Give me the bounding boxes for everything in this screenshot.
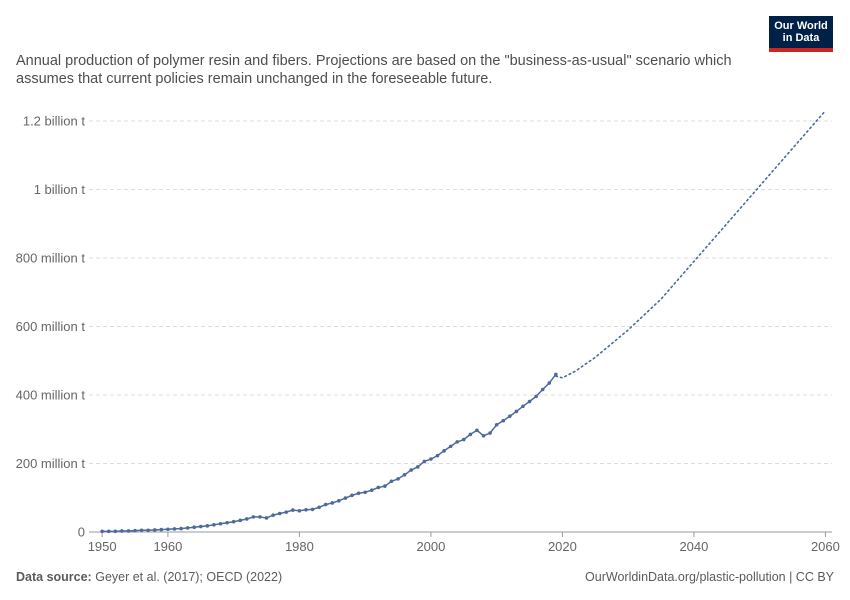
- data-point: [402, 473, 407, 477]
- data-point: [120, 529, 124, 533]
- data-source-text[interactable]: Geyer et al. (2017); OECD (2022): [95, 570, 283, 584]
- data-point: [389, 479, 394, 484]
- data-point: [501, 418, 506, 423]
- data-point: [245, 517, 249, 521]
- data-point: [198, 524, 203, 529]
- our-world-in-data-logo[interactable]: Our World in Data: [769, 16, 833, 52]
- chart-subtitle: Annual production of polymer resin and f…: [16, 53, 732, 87]
- data-point: [271, 513, 275, 518]
- data-point: [383, 484, 387, 488]
- data-point: [106, 529, 111, 534]
- data-point: [317, 505, 321, 510]
- data-point: [179, 526, 183, 531]
- data-point: [146, 528, 150, 533]
- data-point: [540, 387, 545, 392]
- data-point: [356, 491, 361, 496]
- x-tick-label: 2060: [811, 539, 840, 554]
- data-point: [212, 523, 216, 527]
- data-point: [534, 394, 538, 399]
- data-point: [337, 499, 341, 503]
- data-point: [363, 490, 367, 495]
- data-point: [508, 414, 512, 419]
- data-point: [264, 516, 269, 520]
- data-point: [205, 524, 210, 528]
- data-point: [396, 477, 400, 481]
- data-point: [225, 520, 229, 525]
- y-tick-label: 400 million t: [16, 388, 86, 403]
- x-tick-label: 2020: [548, 539, 577, 554]
- data-point: [521, 404, 525, 409]
- source-url[interactable]: OurWorldinData.org/plastic-pollution | C…: [585, 570, 834, 584]
- data-point: [284, 510, 289, 514]
- data-point: [429, 457, 433, 461]
- x-tick-label: 2000: [416, 539, 445, 554]
- x-tick-label: 2040: [679, 539, 708, 554]
- data-point: [343, 496, 348, 500]
- x-axis: 1950 1960 1980 2000 2020 2040 2060: [88, 531, 840, 554]
- data-point: [172, 527, 177, 531]
- data-source: Data source: Geyer et al. (2017); OECD (…: [16, 570, 282, 584]
- data-point: [323, 502, 328, 507]
- data-point: [100, 529, 104, 534]
- data-point: [461, 437, 466, 442]
- data-point: [304, 507, 308, 512]
- data-point: [238, 518, 243, 523]
- data-point: [475, 428, 479, 433]
- y-tick-label: 200 million t: [16, 456, 86, 471]
- data-point: [291, 508, 295, 512]
- y-tick-label: 800 million t: [16, 251, 86, 266]
- data-point: [258, 515, 262, 519]
- data-point: [297, 508, 302, 513]
- data-point: [133, 528, 137, 533]
- data-point: [185, 526, 190, 530]
- data-point: [514, 409, 519, 414]
- production-line: [102, 373, 557, 533]
- data-point: [455, 440, 460, 444]
- data-point: [159, 527, 164, 532]
- data-point: [442, 449, 446, 453]
- data-point: [415, 465, 420, 469]
- logo-line-2: in Data: [782, 32, 820, 44]
- data-point: [527, 399, 532, 404]
- data-point: [369, 488, 374, 493]
- data-point: [113, 529, 118, 534]
- y-tick-label: 1.2 billion t: [23, 114, 86, 129]
- x-tick-label: 1980: [285, 539, 314, 554]
- data-point: [277, 511, 282, 516]
- data-point: [231, 519, 236, 524]
- data-point: [435, 453, 440, 458]
- data-point: [139, 528, 144, 533]
- projection-line: [555, 109, 827, 379]
- data-point: [409, 468, 413, 472]
- data-point: [481, 433, 486, 438]
- data-point: [468, 432, 473, 437]
- y-tick-label: 0: [78, 525, 85, 540]
- data-point: [218, 521, 223, 526]
- data-point: [310, 507, 315, 512]
- data-point: [554, 372, 558, 377]
- data-source-label: Data source:: [16, 570, 92, 584]
- data-point: [152, 528, 157, 532]
- y-tick-label: 600 million t: [16, 319, 86, 334]
- data-point: [376, 485, 381, 490]
- data-point: [330, 501, 335, 505]
- data-point: [126, 529, 131, 533]
- x-tick-label: 1960: [153, 539, 182, 554]
- x-tick-label: 1950: [88, 539, 117, 554]
- data-point: [547, 381, 552, 385]
- data-point: [251, 515, 256, 519]
- data-point: [494, 422, 499, 427]
- logo-line-1: Our World: [774, 20, 828, 32]
- series-layer: [100, 109, 827, 534]
- grid-lines: [89, 120, 832, 464]
- data-point: [422, 459, 427, 464]
- data-point: [192, 525, 197, 530]
- y-tick-label: 1 billion t: [34, 182, 86, 197]
- data-point: [448, 444, 453, 449]
- data-point: [350, 493, 354, 498]
- y-axis-labels: 0 200 million t 400 million t 600 million t…: [16, 114, 86, 540]
- data-point: [488, 431, 492, 435]
- data-point: [166, 527, 170, 532]
